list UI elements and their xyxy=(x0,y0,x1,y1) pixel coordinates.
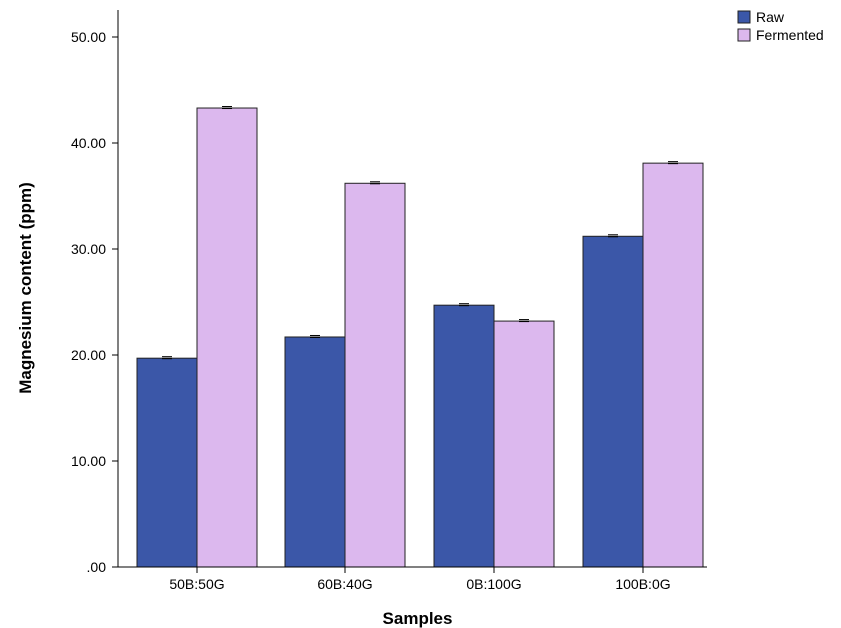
legend-swatch-fermented xyxy=(737,28,751,42)
y-tick-label: 50.00 xyxy=(71,29,106,45)
bar-raw-2 xyxy=(284,336,346,568)
y-axis-title: Magnesium content (ppm) xyxy=(16,182,35,394)
bar-fermented-3 xyxy=(493,320,555,568)
x-tick-label: 50B:50G xyxy=(169,576,224,592)
legend-swatch-raw xyxy=(737,10,751,24)
bar-raw-1 xyxy=(136,357,198,568)
x-tick-label: 0B:100G xyxy=(466,576,521,592)
bar-raw-3 xyxy=(433,304,495,568)
y-tick-label: .00 xyxy=(87,559,107,575)
y-tick-label: 30.00 xyxy=(71,241,106,257)
x-tick-label: 60B:40G xyxy=(317,576,372,592)
y-tick-label: 10.00 xyxy=(71,453,106,469)
axes xyxy=(117,10,707,568)
y-ticks: .00 10.00 20.00 30.00 40.00 50.00 xyxy=(71,29,118,575)
y-tick-label: 40.00 xyxy=(71,135,106,151)
bar-fermented-2 xyxy=(344,182,406,568)
bar-raw-4 xyxy=(582,235,644,568)
x-tick-label: 100B:0G xyxy=(615,576,670,592)
legend-label-fermented: Fermented xyxy=(756,27,824,43)
y-tick-label: 20.00 xyxy=(71,347,106,363)
bar-fermented-4 xyxy=(642,162,704,568)
bar-fermented-1 xyxy=(196,107,258,568)
legend-label-raw: Raw xyxy=(756,9,785,25)
error-bars-layer xyxy=(162,106,678,360)
x-ticks: 50B:50G 60B:40G 0B:100G 100B:0G xyxy=(169,567,671,592)
legend: Raw Fermented xyxy=(737,9,824,43)
bars-layer xyxy=(136,107,704,568)
x-axis-title: Samples xyxy=(383,609,453,628)
